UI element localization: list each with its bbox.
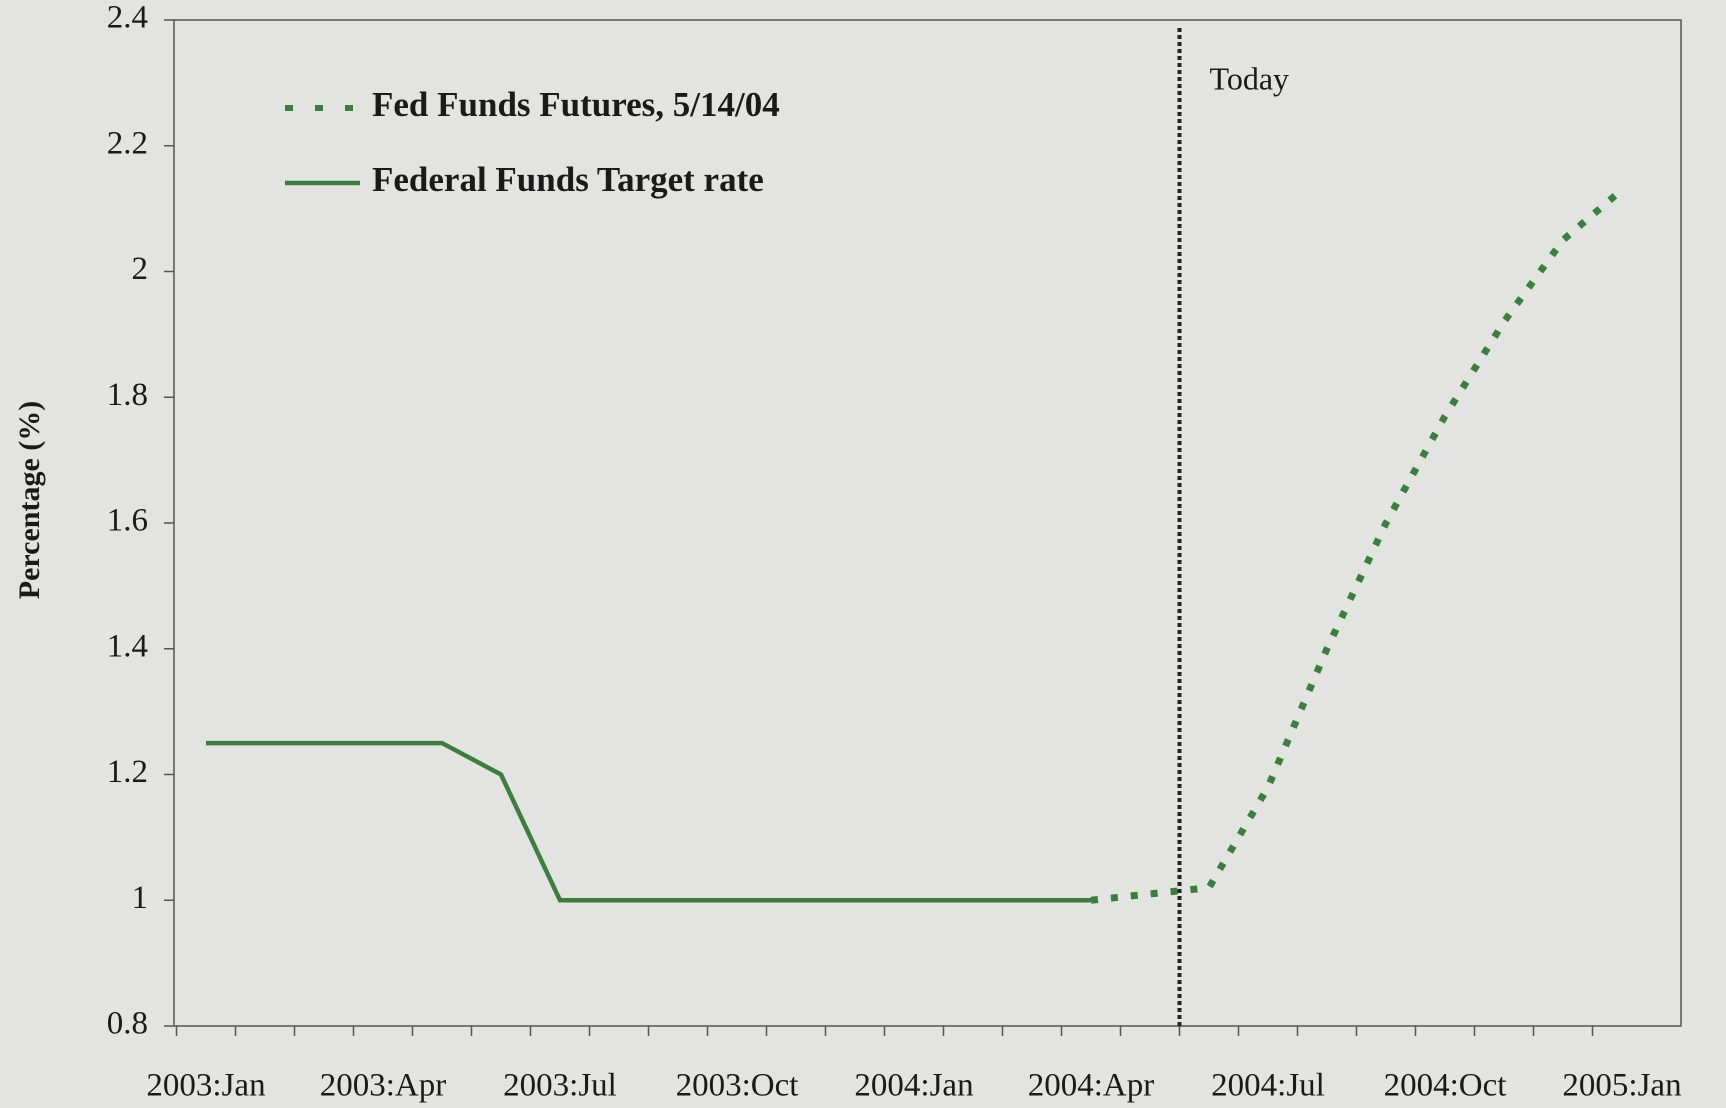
x-tick-label: 2004:Oct	[1384, 1068, 1507, 1104]
y-tick-label: 1	[132, 880, 149, 916]
legend-label: Federal Funds Target rate	[372, 160, 764, 199]
y-tick-label: 1.2	[107, 754, 148, 790]
y-axis-title: Percentage (%)	[13, 401, 46, 600]
x-tick-label: 2004:Jul	[1211, 1068, 1325, 1104]
y-tick-label: 2	[132, 251, 149, 287]
x-tick-label: 2003:Jan	[146, 1068, 265, 1104]
y-tick-label: 2.2	[107, 125, 148, 161]
x-tick-label: 2003:Jul	[503, 1068, 617, 1104]
line-series	[1090, 187, 1625, 904]
x-tick-label: 2004:Jan	[854, 1068, 973, 1104]
x-tick-label: 2004:Apr	[1028, 1068, 1155, 1104]
legend-label: Fed Funds Futures, 5/14/04	[372, 85, 780, 124]
x-tick-label: 2003:Apr	[320, 1068, 447, 1104]
today-label: Today	[1210, 60, 1290, 96]
y-tick-label: 0.8	[107, 1006, 148, 1042]
y-tick-label: 1.6	[107, 503, 148, 539]
y-tick-label: 1.8	[107, 377, 148, 413]
line-series	[206, 740, 1091, 903]
y-tick-label: 2.4	[107, 0, 148, 36]
x-tick-label: 2005:Jan	[1562, 1068, 1681, 1104]
x-tick-label: 2003:Oct	[676, 1068, 799, 1104]
y-tick-label: 1.4	[107, 628, 148, 664]
